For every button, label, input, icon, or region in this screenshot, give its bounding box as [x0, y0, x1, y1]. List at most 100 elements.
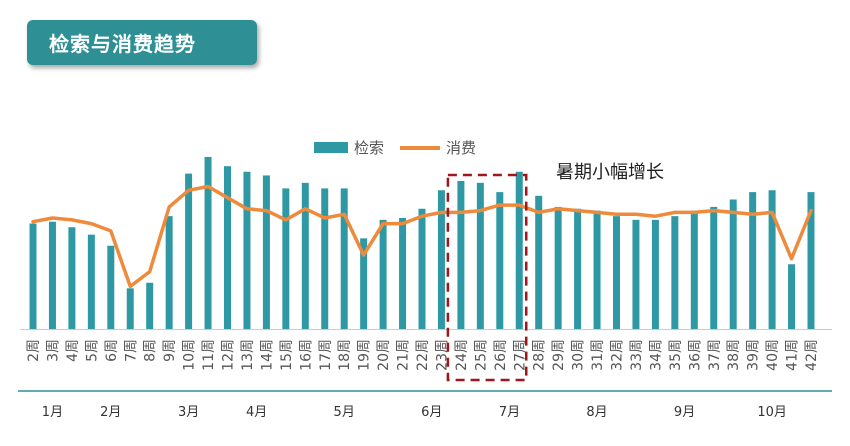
bar-35周: [671, 216, 679, 329]
x-tick-3周: 3周: [45, 339, 61, 362]
bar-12周: [224, 166, 231, 329]
x-tick-32周: 32周: [610, 339, 626, 371]
x-tick-36周: 36周: [687, 339, 703, 371]
page-title: 检索与消费趋势: [27, 20, 257, 65]
bar-26周: [496, 192, 504, 329]
month-label-5月: 5月: [334, 405, 355, 420]
bar-25周: [476, 182, 484, 329]
bar-39周: [749, 192, 757, 329]
bar-42周: [807, 192, 815, 329]
x-tick-35周: 35周: [668, 339, 684, 371]
x-tick-9周: 9周: [162, 339, 178, 362]
x-tick-14周: 14周: [259, 339, 275, 371]
legend-label-消费: 消费: [446, 139, 476, 157]
x-tick-30周: 30周: [571, 339, 587, 371]
bar-15周: [282, 188, 290, 329]
bar-40周: [768, 190, 776, 329]
month-label-9月: 9月: [674, 405, 695, 420]
bar-34周: [651, 219, 659, 329]
x-tick-13周: 13周: [240, 339, 256, 371]
x-tick-12周: 12周: [221, 339, 237, 371]
bar-11周: [204, 156, 212, 329]
legend-label-检索: 检索: [354, 139, 384, 157]
bar-4周: [68, 227, 76, 329]
x-tick-16周: 16周: [298, 339, 314, 371]
month-label-10月: 10月: [757, 405, 787, 420]
bar-32周: [613, 216, 620, 329]
x-tick-19周: 19周: [357, 339, 373, 371]
x-tick-38周: 38周: [726, 339, 742, 371]
bar-29周: [554, 206, 562, 329]
month-label-1月: 1月: [42, 405, 63, 420]
bar-20周: [379, 219, 387, 329]
bar-33周: [632, 219, 640, 329]
bar-22周: [418, 208, 426, 329]
x-tick-8周: 8周: [143, 339, 159, 362]
x-tick-26周: 26周: [493, 339, 509, 371]
x-tick-41周: 41周: [785, 339, 801, 371]
x-tick-15周: 15周: [279, 339, 295, 371]
bar-5周: [87, 234, 95, 329]
x-tick-37周: 37周: [707, 339, 723, 371]
bar-21周: [399, 218, 407, 329]
bar-6周: [107, 245, 115, 329]
x-tick-22周: 22周: [415, 339, 431, 371]
x-tick-42周: 42周: [804, 339, 820, 371]
x-tick-34周: 34周: [648, 339, 664, 371]
bar-13周: [243, 171, 251, 329]
bar-23周: [437, 190, 445, 329]
bar-37周: [710, 206, 718, 329]
bar-17周: [321, 188, 329, 329]
x-tick-28周: 28周: [532, 339, 548, 371]
month-label-2月: 2月: [100, 405, 121, 420]
bar-41周: [788, 264, 796, 329]
bar-16周: [301, 182, 309, 329]
month-label-8月: 8月: [586, 405, 607, 420]
x-tick-2周: 2周: [26, 339, 42, 362]
bar-7周: [126, 288, 134, 329]
x-tick-40周: 40周: [765, 339, 781, 371]
bar-30周: [574, 208, 582, 329]
x-tick-5周: 5周: [84, 339, 100, 362]
legend-swatch-检索: [314, 142, 348, 153]
x-tick-27周: 27周: [512, 339, 528, 371]
bar-38周: [729, 199, 737, 329]
bar-19周: [360, 238, 368, 329]
x-tick-4周: 4周: [65, 339, 81, 362]
x-tick-33周: 33周: [629, 339, 645, 371]
bar-9周: [165, 216, 173, 329]
x-tick-21周: 21周: [396, 339, 412, 371]
x-tick-6周: 6周: [104, 339, 120, 362]
x-tick-11周: 11周: [201, 339, 217, 371]
month-label-3月: 3月: [178, 405, 199, 420]
x-tick-31周: 31周: [590, 339, 606, 371]
bar-28周: [535, 195, 543, 329]
highlight-box: [446, 173, 528, 382]
line-series-消费: [31, 184, 813, 289]
month-label-6月: 6月: [421, 405, 442, 420]
x-tick-7周: 7周: [123, 339, 139, 362]
bar-3周: [48, 221, 56, 329]
bar-2周: [29, 223, 37, 329]
bar-10周: [185, 173, 193, 329]
x-tick-20周: 20周: [376, 339, 392, 371]
x-tick-29周: 29周: [551, 339, 567, 371]
bar-31周: [593, 210, 601, 329]
bar-27周: [515, 171, 523, 329]
month-label-7月: 7月: [499, 405, 520, 420]
x-tick-17周: 17周: [318, 339, 334, 371]
bar-18周: [340, 188, 348, 329]
bar-8周: [146, 282, 154, 329]
x-tick-18周: 18周: [337, 339, 353, 371]
bar-24周: [457, 181, 465, 329]
x-tick-23周: 23周: [434, 339, 450, 371]
x-tick-39周: 39周: [746, 339, 762, 371]
x-tick-24周: 24周: [454, 339, 470, 371]
bar-36周: [690, 210, 698, 329]
month-label-4月: 4月: [246, 405, 267, 420]
x-tick-10周: 10周: [182, 339, 198, 371]
x-tick-25周: 25周: [473, 339, 489, 371]
bar-14周: [262, 175, 270, 329]
annotation-label: 暑期小幅增长: [556, 162, 664, 183]
